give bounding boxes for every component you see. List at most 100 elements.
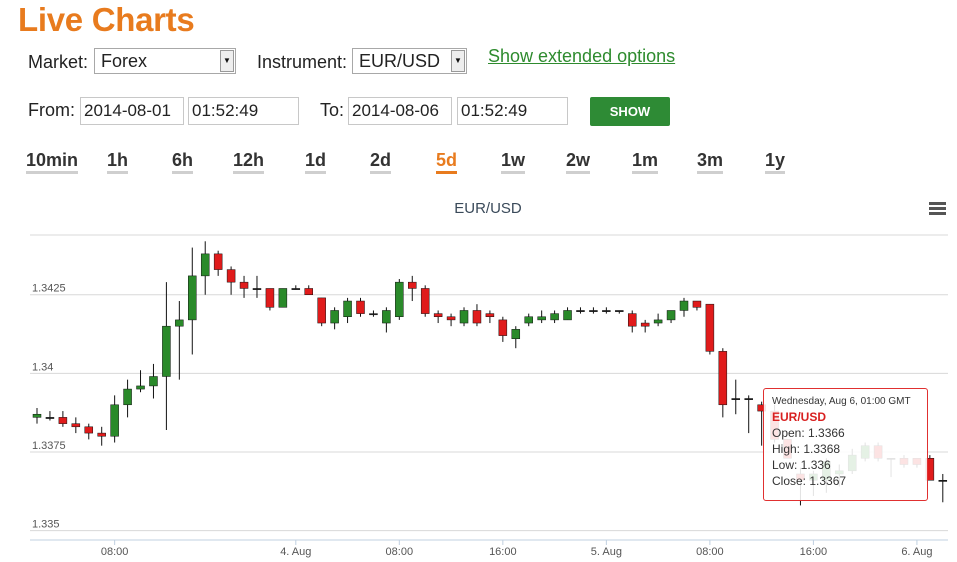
candle-down (498, 319, 508, 336)
chevron-down-icon[interactable]: ▼ (220, 50, 234, 72)
to-label: To: (320, 100, 345, 120)
y-tick-label: 1.34 (32, 361, 53, 373)
x-tick-label: 16:00 (489, 546, 517, 558)
candle-down (213, 253, 223, 270)
candle-down (71, 423, 81, 428)
candle-up (459, 310, 469, 324)
candle-down (627, 313, 637, 327)
show-extended-options-link[interactable]: Show extended options (488, 46, 676, 66)
candle-down (239, 281, 249, 289)
candle-down (97, 432, 106, 437)
to-date-input[interactable]: 2014-08-06 (348, 97, 452, 125)
x-tick-label: 6. Aug (901, 546, 932, 558)
candle-up (666, 310, 676, 321)
candle-down (692, 300, 702, 308)
candlestick-chart: EUR/USD 1.335 1.3375 1.34 1.3425 08:00 4. Aug 0… (30, 200, 948, 558)
candle-down (472, 310, 482, 324)
instrument-label: Instrument: (257, 52, 348, 72)
candle-up (395, 281, 404, 318)
candle-up (563, 310, 572, 321)
x-tick-label: 08:00 (696, 546, 724, 558)
candle-down (226, 269, 236, 283)
instrument-select[interactable]: EUR/USD ▼ (352, 48, 467, 74)
from-date-input[interactable]: 2014-08-01 (80, 97, 184, 125)
y-tick-label: 1.3375 (32, 440, 66, 452)
candle-up (550, 313, 559, 321)
range-tab-3m[interactable]: 3m (697, 150, 724, 174)
candle-up (343, 300, 352, 318)
range-tab-2d[interactable]: 2d (370, 150, 392, 174)
from-label: From: (28, 100, 75, 120)
candle-up (679, 300, 689, 311)
range-tab-5d[interactable]: 5d (436, 150, 458, 174)
market-label: Market: (28, 52, 89, 72)
candle-down (265, 288, 275, 308)
candle-down (369, 313, 378, 316)
candle-up (188, 275, 197, 321)
range-tab-12h[interactable]: 12h (233, 150, 265, 174)
chevron-down-icon[interactable]: ▼ (451, 50, 465, 72)
market-select[interactable]: Forex ▼ (94, 48, 236, 74)
candle-down (304, 288, 313, 295)
candle-up (162, 325, 171, 377)
x-tick-label: 08:00 (101, 546, 129, 558)
candle-down (576, 310, 585, 312)
page-title: Live Charts (18, 1, 195, 38)
candle-down (615, 310, 624, 312)
candle-up (382, 310, 391, 324)
candle-up (511, 329, 521, 340)
candle-down (252, 288, 262, 290)
range-tab-1h[interactable]: 1h (107, 150, 129, 174)
candle-down (291, 288, 301, 290)
candle-down (84, 426, 94, 434)
candle-up (200, 253, 210, 277)
instrument-select-value: EUR/USD (359, 51, 441, 71)
candle-down (420, 288, 430, 314)
candle-down (731, 398, 741, 400)
chart-title: EUR/USD (454, 200, 522, 217)
show-button[interactable]: SHOW (590, 97, 670, 126)
candle-down (744, 398, 753, 400)
chart-tooltip: Wednesday, Aug 6, 01:00 GMT EUR/USD Open… (763, 388, 928, 501)
candle-down (408, 281, 417, 289)
candle-down (589, 310, 598, 312)
range-tab-6h[interactable]: 6h (172, 150, 194, 174)
range-tab-10min[interactable]: 10min (26, 150, 79, 174)
to-time-input[interactable]: 01:52:49 (457, 97, 568, 125)
candle-up (32, 413, 42, 418)
tooltip-date: Wednesday, Aug 6, 01:00 GMT (772, 396, 911, 407)
candle-down (433, 313, 443, 318)
tooltip-series-name: EUR/USD (772, 410, 827, 424)
candle-down (356, 300, 365, 314)
range-tab-1d[interactable]: 1d (305, 150, 327, 174)
candle-up (123, 388, 132, 406)
candle-up (330, 310, 339, 324)
x-tick-label: 08:00 (386, 546, 414, 558)
candle-down (602, 310, 611, 312)
range-tab-1m[interactable]: 1m (632, 150, 659, 174)
range-tab-2w[interactable]: 2w (566, 150, 591, 174)
y-tick-label: 1.3425 (32, 283, 66, 295)
range-tab-1y[interactable]: 1y (765, 150, 786, 174)
candle-up (175, 319, 184, 327)
candle-up (149, 376, 158, 387)
candle-up (537, 316, 546, 321)
x-tick-label: 5. Aug (591, 546, 622, 558)
candle-down (485, 313, 495, 318)
candle-up (278, 288, 288, 308)
chart-menu-icon[interactable] (929, 202, 946, 217)
candle-down (45, 417, 55, 419)
candle-up (110, 404, 119, 437)
tooltip-low: Low: 1.336 (772, 458, 831, 472)
candle-down (58, 417, 68, 424)
candle-down (705, 303, 715, 352)
candle-up (653, 319, 663, 324)
candle-down (446, 316, 456, 321)
candle-up (136, 385, 145, 390)
x-tick-label: 16:00 (800, 546, 828, 558)
candle-down (640, 322, 650, 327)
range-tab-1w[interactable]: 1w (501, 150, 526, 174)
from-time-input[interactable]: 01:52:49 (188, 97, 299, 125)
tooltip-open: Open: 1.3366 (772, 426, 845, 440)
y-tick-label: 1.335 (32, 519, 60, 531)
